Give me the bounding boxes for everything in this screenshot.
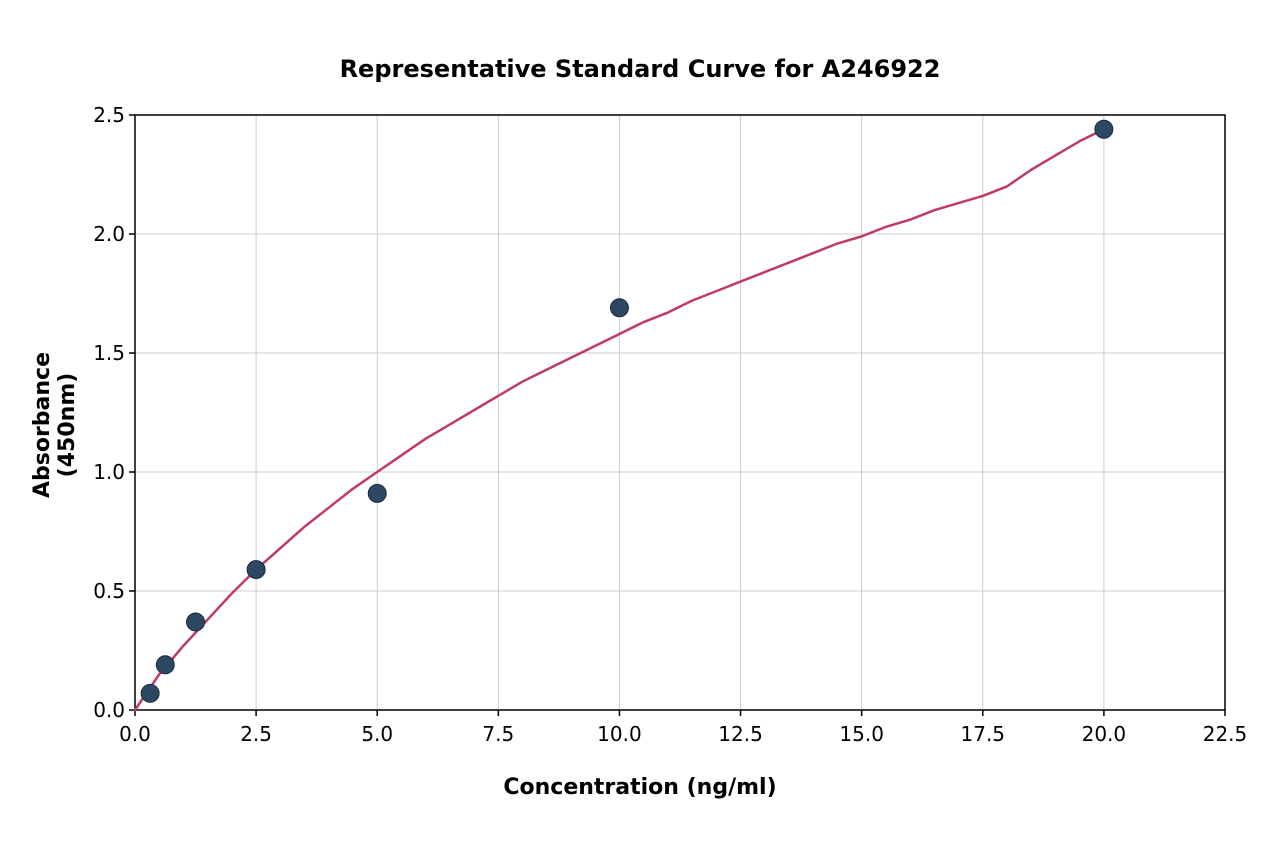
x-tick-label: 2.5 — [226, 722, 286, 746]
x-tick-label: 0.0 — [105, 722, 165, 746]
standard-curve-chart: Representative Standard Curve for A24692… — [0, 0, 1280, 845]
x-axis-label: Concentration (ng/ml) — [0, 775, 1280, 800]
y-axis-label: Absorbance (450nm) — [30, 305, 80, 545]
y-tick-label: 2.5 — [75, 103, 125, 127]
x-tick-label: 7.5 — [468, 722, 528, 746]
x-tick-label: 12.5 — [711, 722, 771, 746]
x-tick-label: 15.0 — [832, 722, 892, 746]
x-tick-label: 20.0 — [1074, 722, 1134, 746]
chart-title: Representative Standard Curve for A24692… — [0, 55, 1280, 83]
y-tick-label: 0.5 — [75, 579, 125, 603]
x-tick-label: 22.5 — [1195, 722, 1255, 746]
x-tick-label: 17.5 — [953, 722, 1013, 746]
x-tick-label: 5.0 — [347, 722, 407, 746]
y-tick-label: 2.0 — [75, 222, 125, 246]
y-tick-label: 1.0 — [75, 460, 125, 484]
y-tick-label: 1.5 — [75, 341, 125, 365]
x-tick-label: 10.0 — [589, 722, 649, 746]
y-tick-label: 0.0 — [75, 698, 125, 722]
chart-svg — [0, 0, 1280, 845]
